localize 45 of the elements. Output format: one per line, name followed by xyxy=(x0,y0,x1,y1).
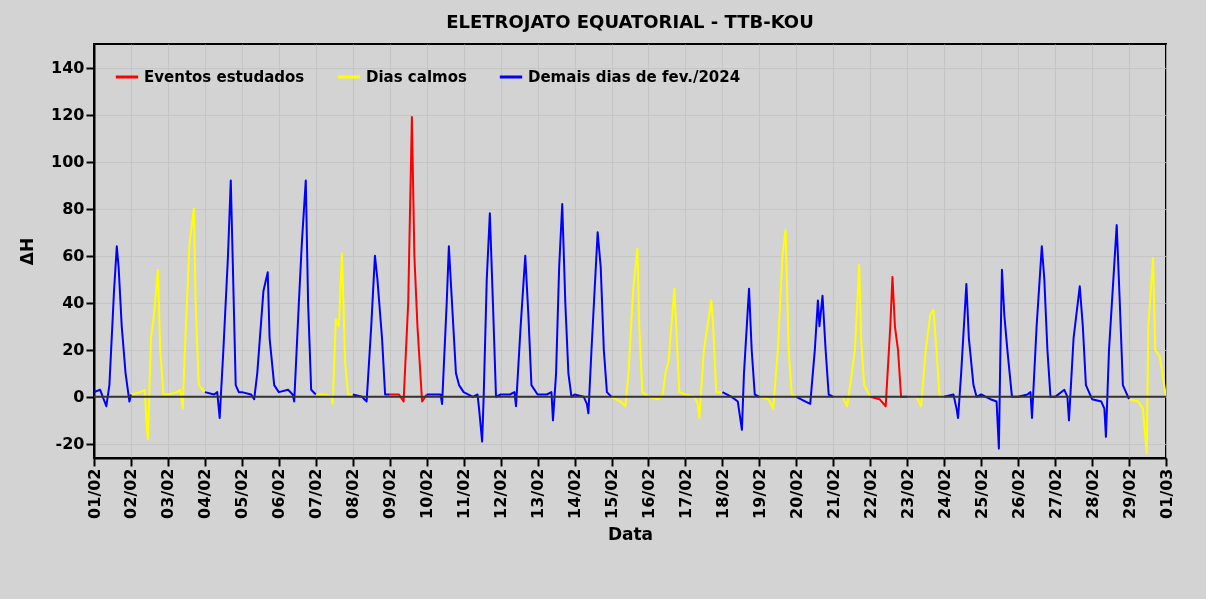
x-tick-label: 03/02 xyxy=(158,468,178,519)
x-tick-label: 05/02 xyxy=(232,468,252,519)
x-tick-label: 19/02 xyxy=(749,468,769,519)
y-tick-label: 20 xyxy=(62,340,85,360)
x-tick-label: 14/02 xyxy=(565,468,585,519)
x-tick-label: 16/02 xyxy=(638,468,658,519)
x-tick-label: 18/02 xyxy=(712,468,732,519)
x-tick-label: 17/02 xyxy=(675,468,695,519)
x-tick-label: 12/02 xyxy=(491,468,511,519)
y-tick-label: -20 xyxy=(55,434,85,454)
y-tick-label: 80 xyxy=(62,199,85,219)
x-tick-label: 20/02 xyxy=(786,468,806,519)
x-tick-label: 23/02 xyxy=(897,468,917,519)
x-tick-label: 27/02 xyxy=(1045,468,1065,519)
x-tick-label: 11/02 xyxy=(454,468,474,519)
x-tick-label: 04/02 xyxy=(195,468,215,519)
x-tick-label: 01/03 xyxy=(1156,468,1176,519)
x-tick-label: 25/02 xyxy=(971,468,991,519)
x-tick-label: 24/02 xyxy=(934,468,954,519)
x-tick-label: 10/02 xyxy=(417,468,437,519)
x-tick-label: 07/02 xyxy=(306,468,326,519)
x-tick-label: 15/02 xyxy=(602,468,622,519)
x-tick-label: 09/02 xyxy=(380,468,400,519)
legend-label: Eventos estudados xyxy=(144,68,305,86)
legend-label: Dias calmos xyxy=(366,68,467,86)
x-tick-label: 29/02 xyxy=(1119,468,1139,519)
y-axis-title: ΔH xyxy=(17,237,38,266)
y-tick-label: 40 xyxy=(62,293,85,313)
y-tick-label: 140 xyxy=(51,58,85,78)
x-tick-label: 02/02 xyxy=(121,468,141,519)
y-tick-label: 0 xyxy=(73,387,85,407)
x-tick-label: 13/02 xyxy=(528,468,548,519)
x-tick-label: 01/02 xyxy=(84,468,104,519)
legend-label: Demais dias de fev./2024 xyxy=(528,68,741,86)
x-tick-label: 06/02 xyxy=(269,468,289,519)
y-tick-label: 120 xyxy=(51,105,85,125)
chart-title: ELETROJATO EQUATORIAL - TTB-KOU xyxy=(446,11,814,32)
x-tick-label: 26/02 xyxy=(1008,468,1028,519)
x-tick-label: 28/02 xyxy=(1082,468,1102,519)
y-tick-label: 60 xyxy=(62,246,85,266)
y-tick-label: 100 xyxy=(51,152,85,172)
x-tick-label: 21/02 xyxy=(823,468,843,519)
x-tick-label: 22/02 xyxy=(860,468,880,519)
x-axis-title: Data xyxy=(607,523,654,544)
x-tick-label: 08/02 xyxy=(343,468,363,519)
